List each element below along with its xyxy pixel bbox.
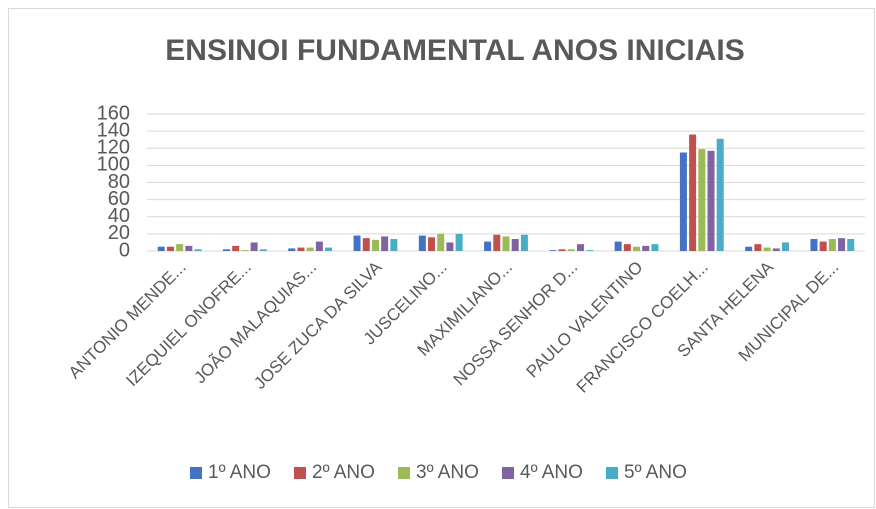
bar (353, 235, 361, 251)
legend-label: 4º ANO (520, 462, 583, 483)
bar (614, 241, 622, 251)
bar (651, 244, 659, 251)
bar (232, 245, 240, 251)
bar (745, 246, 753, 251)
legend-label: 1º ANO (208, 462, 271, 483)
bar (455, 233, 463, 251)
bar (362, 238, 370, 251)
bar (819, 241, 827, 251)
bar (223, 249, 231, 251)
bar (418, 235, 426, 251)
bar (306, 247, 314, 251)
bar (511, 239, 519, 251)
legend-label: 3º ANO (416, 462, 479, 483)
bar (493, 234, 501, 251)
legend-label: 2º ANO (312, 462, 375, 483)
bar (371, 239, 379, 251)
bar (520, 234, 528, 251)
bar (259, 249, 267, 251)
bar (315, 241, 323, 251)
bar (707, 150, 715, 251)
bar (288, 248, 296, 251)
bar (679, 152, 687, 251)
bar (623, 244, 631, 251)
legend-swatch (294, 467, 306, 479)
bar (716, 138, 724, 251)
bar (810, 239, 818, 251)
bar (250, 242, 258, 251)
bar (484, 241, 492, 251)
bar (772, 248, 780, 251)
y-tick-label: 80 (108, 171, 130, 193)
legend-swatch (398, 467, 410, 479)
y-tick-label: 140 (97, 119, 130, 141)
bar (549, 250, 557, 251)
y-tick-label: 20 (108, 222, 130, 244)
chart-border (8, 8, 875, 508)
bar (633, 246, 641, 251)
legend-swatch (190, 467, 202, 479)
y-tick-label: 100 (97, 154, 130, 176)
bar (576, 244, 584, 251)
bar (754, 244, 762, 251)
legend-label: 5º ANO (624, 462, 687, 483)
y-tick-label: 120 (97, 137, 130, 159)
bar (642, 245, 650, 251)
bar (297, 247, 305, 251)
legend-swatch (606, 467, 618, 479)
bar (558, 249, 566, 251)
bar (847, 239, 855, 251)
bar (838, 238, 846, 251)
bar (194, 249, 202, 251)
bar (689, 134, 697, 251)
bar (176, 244, 184, 251)
bar (157, 246, 165, 251)
bar (698, 149, 706, 251)
y-tick-label: 60 (108, 188, 130, 210)
y-tick-label: 40 (108, 205, 130, 227)
bar (381, 236, 389, 251)
y-tick-label: 160 (97, 102, 130, 124)
bar (185, 245, 193, 251)
bar (502, 236, 510, 251)
bar (390, 239, 398, 251)
bar (428, 237, 436, 251)
chart-title: ENSINOI FUNDAMENTAL ANOS INICIAIS (165, 34, 744, 67)
bar (781, 242, 789, 251)
bar (446, 242, 454, 251)
bar (763, 247, 771, 251)
bar (325, 247, 333, 251)
bar (241, 250, 249, 251)
bar (166, 246, 174, 251)
y-tick-label: 0 (119, 239, 130, 261)
bar (828, 239, 836, 251)
bar (586, 250, 594, 251)
bar (437, 233, 445, 251)
legend-swatch (502, 467, 514, 479)
bar (567, 249, 575, 251)
